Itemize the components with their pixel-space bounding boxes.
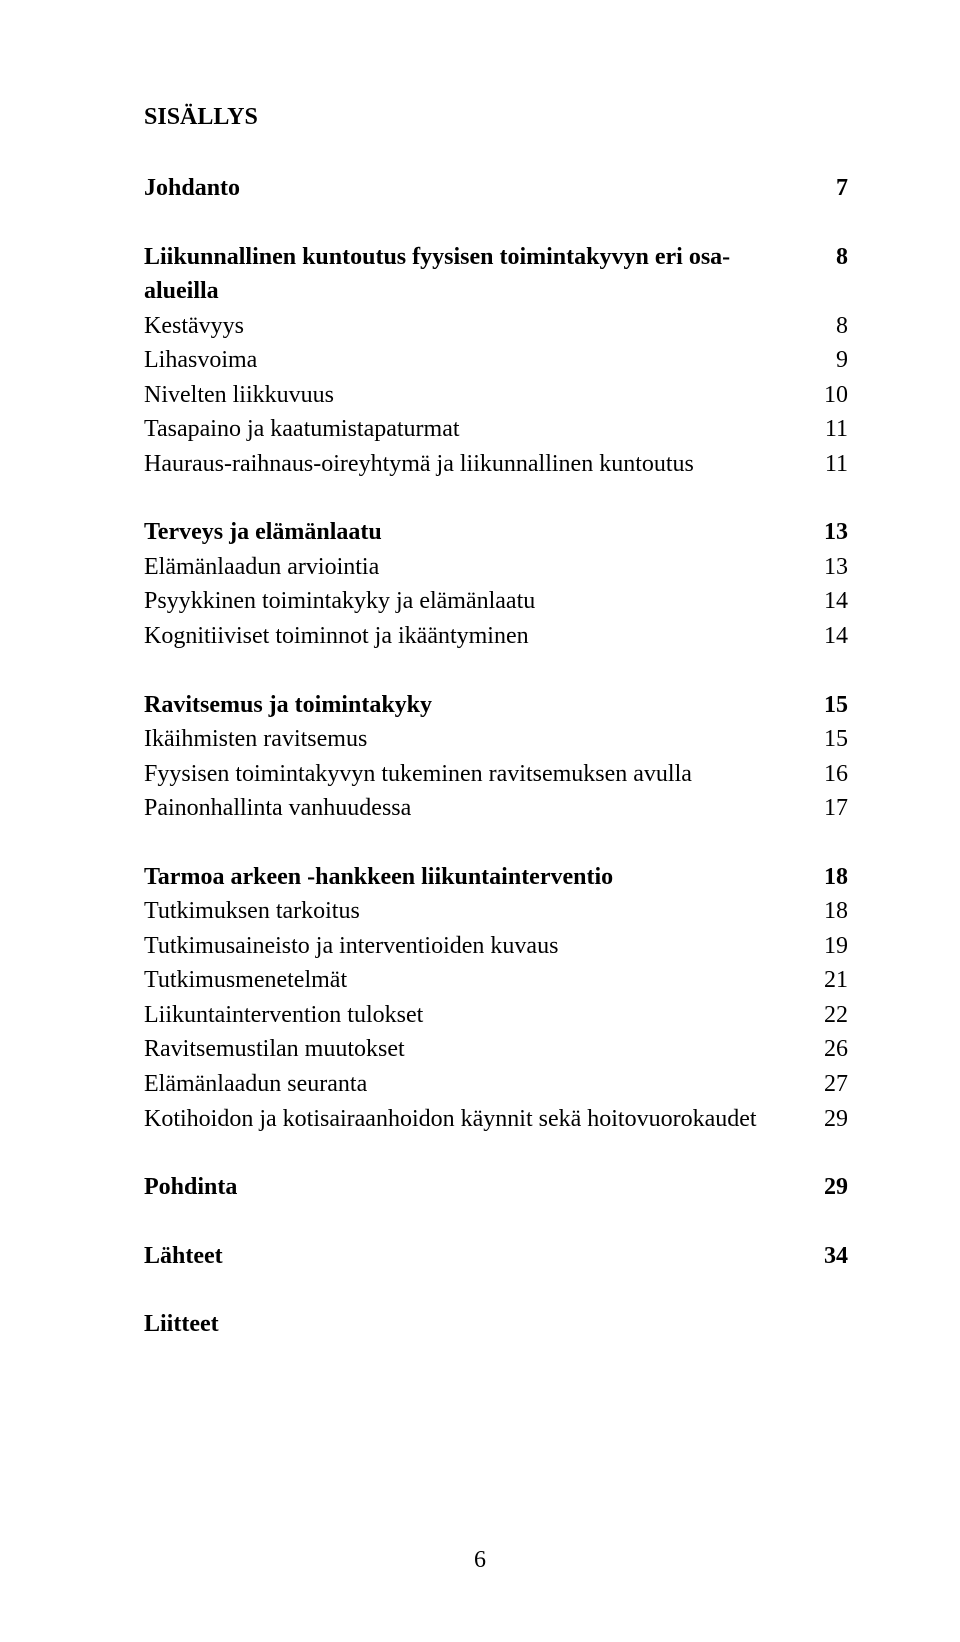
toc-item-row: Elämänlaadun seuranta27 [144,1067,848,1102]
toc-section-header-label: Liikunnallinen kuntoutus fyysisen toimin… [144,240,808,309]
toc-item-label: Ikäihmisten ravitsemus [144,722,808,757]
toc-item-row: Elämänlaadun arviointia13 [144,550,848,585]
toc-section-header-page: 29 [808,1170,848,1205]
toc-section-header-row: Johdanto7 [144,171,848,206]
toc-item-row: Kotihoidon ja kotisairaanhoidon käynnit … [144,1102,848,1137]
toc-item-page: 8 [808,309,848,344]
toc-item-page: 14 [808,584,848,619]
toc-item-row: Ravitsemustilan muutokset26 [144,1032,848,1067]
toc-item-page: 11 [808,412,848,447]
toc-section-header-label: Ravitsemus ja toimintakyky [144,688,808,723]
toc-section-header-label: Johdanto [144,171,808,206]
toc-section-header-page: 18 [808,860,848,895]
toc-item-label: Liikuntaintervention tulokset [144,998,808,1033]
toc-item-row: Fyysisen toimintakyvyn tukeminen ravitse… [144,757,848,792]
toc-item-page: 16 [808,757,848,792]
toc-item-label: Nivelten liikkuvuus [144,378,808,413]
toc-section-header-row: Liitteet [144,1307,848,1342]
toc-group: Pohdinta29 [144,1170,848,1205]
toc-item-label: Fyysisen toimintakyvyn tukeminen ravitse… [144,757,808,792]
toc-item-row: Psyykkinen toimintakyky ja elämänlaatu14 [144,584,848,619]
page-number: 6 [0,1547,960,1574]
toc-item-page: 13 [808,550,848,585]
toc-section-header-page: 15 [808,688,848,723]
toc-group: Johdanto7 [144,171,848,206]
toc-group: Lähteet34 [144,1239,848,1274]
toc-group: Liikunnallinen kuntoutus fyysisen toimin… [144,240,848,482]
toc-body: Johdanto7Liikunnallinen kuntoutus fyysis… [144,171,848,1342]
toc-section-header-label: Liitteet [144,1307,808,1342]
toc-item-label: Painonhallinta vanhuudessa [144,791,808,826]
toc-section-header-row: Liikunnallinen kuntoutus fyysisen toimin… [144,240,848,309]
toc-item-label: Elämänlaadun arviointia [144,550,808,585]
toc-item-row: Kognitiiviset toiminnot ja ikääntyminen1… [144,619,848,654]
toc-section-header-label: Tarmoa arkeen -hankkeen liikuntainterven… [144,860,808,895]
toc-item-page: 21 [808,963,848,998]
toc-group: Tarmoa arkeen -hankkeen liikuntainterven… [144,860,848,1136]
toc-item-page: 10 [808,378,848,413]
toc-item-page: 22 [808,998,848,1033]
toc-item-label: Hauraus-raihnaus-oireyhtymä ja liikunnal… [144,447,808,482]
toc-section-header-page: 13 [808,515,848,550]
toc-item-row: Tutkimusaineisto ja interventioiden kuva… [144,929,848,964]
toc-item-label: Lihasvoima [144,343,808,378]
toc-item-label: Tutkimuksen tarkoitus [144,894,808,929]
toc-item-page: 15 [808,722,848,757]
toc-title: SISÄLLYS [144,104,848,131]
toc-item-row: Tutkimusmenetelmät21 [144,963,848,998]
toc-section-header-row: Lähteet34 [144,1239,848,1274]
toc-item-row: Ikäihmisten ravitsemus15 [144,722,848,757]
toc-section-header-label: Terveys ja elämänlaatu [144,515,808,550]
toc-item-page: 11 [808,447,848,482]
toc-item-label: Tutkimusaineisto ja interventioiden kuva… [144,929,808,964]
toc-item-row: Tasapaino ja kaatumistapaturmat11 [144,412,848,447]
toc-group: Terveys ja elämänlaatu13Elämänlaadun arv… [144,515,848,653]
toc-item-label: Kestävyys [144,309,808,344]
toc-item-label: Elämänlaadun seuranta [144,1067,808,1102]
toc-item-label: Tutkimusmenetelmät [144,963,808,998]
toc-section-header-label: Pohdinta [144,1170,808,1205]
toc-item-row: Liikuntaintervention tulokset22 [144,998,848,1033]
toc-section-header-row: Ravitsemus ja toimintakyky15 [144,688,848,723]
toc-section-header-label: Lähteet [144,1239,808,1274]
toc-section-header-page: 8 [808,240,848,275]
toc-item-page: 18 [808,894,848,929]
toc-section-header-row: Tarmoa arkeen -hankkeen liikuntainterven… [144,860,848,895]
document-page: SISÄLLYS Johdanto7Liikunnallinen kuntout… [0,0,960,1642]
toc-group: Ravitsemus ja toimintakyky15Ikäihmisten … [144,688,848,826]
toc-item-row: Painonhallinta vanhuudessa17 [144,791,848,826]
toc-item-page: 17 [808,791,848,826]
toc-item-label: Tasapaino ja kaatumistapaturmat [144,412,808,447]
toc-section-header-page: 34 [808,1239,848,1274]
toc-item-row: Hauraus-raihnaus-oireyhtymä ja liikunnal… [144,447,848,482]
toc-item-label: Psyykkinen toimintakyky ja elämänlaatu [144,584,808,619]
toc-item-page: 27 [808,1067,848,1102]
toc-item-label: Kognitiiviset toiminnot ja ikääntyminen [144,619,808,654]
toc-item-row: Lihasvoima9 [144,343,848,378]
toc-item-page: 19 [808,929,848,964]
toc-item-page: 26 [808,1032,848,1067]
toc-section-header-row: Pohdinta29 [144,1170,848,1205]
toc-item-row: Nivelten liikkuvuus10 [144,378,848,413]
toc-item-page: 14 [808,619,848,654]
toc-item-page: 29 [808,1102,848,1137]
toc-section-header-row: Terveys ja elämänlaatu13 [144,515,848,550]
toc-item-label: Ravitsemustilan muutokset [144,1032,808,1067]
toc-item-page: 9 [808,343,848,378]
toc-item-label: Kotihoidon ja kotisairaanhoidon käynnit … [144,1102,808,1137]
toc-group: Liitteet [144,1307,848,1342]
toc-item-row: Tutkimuksen tarkoitus18 [144,894,848,929]
toc-item-row: Kestävyys8 [144,309,848,344]
toc-section-header-page: 7 [808,171,848,206]
